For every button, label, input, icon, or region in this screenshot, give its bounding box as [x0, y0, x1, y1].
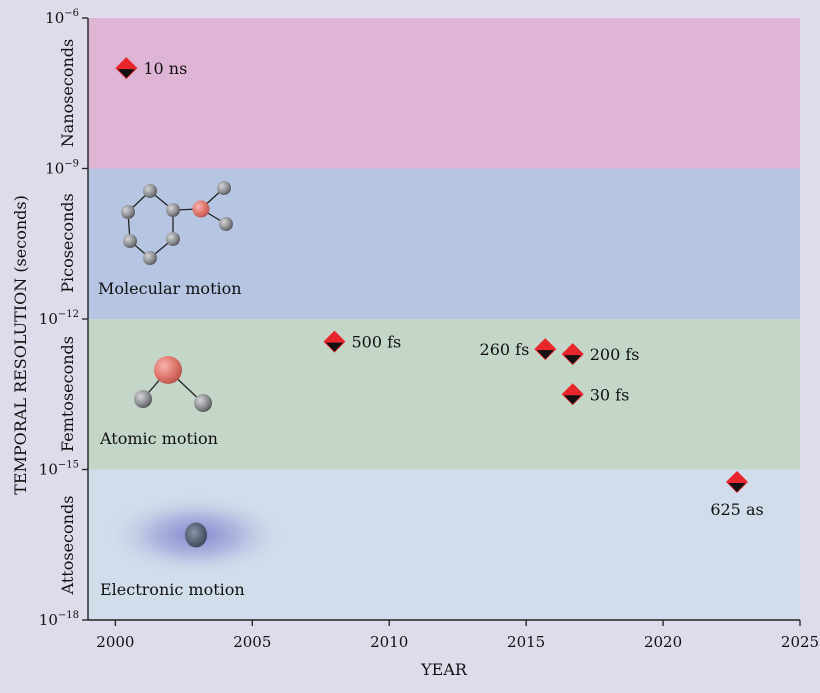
- molecule-atom: [166, 232, 180, 246]
- band-femtoseconds: [88, 319, 800, 470]
- molecule-illustration: [121, 181, 233, 265]
- band-name-nanoseconds: Nanoseconds: [58, 39, 77, 148]
- molecule-atom: [219, 217, 233, 231]
- molecule-atom: [123, 234, 137, 248]
- marker-diamond: [726, 471, 749, 494]
- data-label: 625 as: [710, 500, 763, 519]
- atom-red-center: [154, 356, 182, 384]
- y-tick-label: 10−12: [39, 309, 79, 328]
- atom-grey-right: [194, 394, 212, 412]
- y-tick-label: 10−18: [39, 610, 79, 629]
- data-point: 500 fs: [323, 330, 401, 353]
- marker-diamond-shadow: [728, 483, 746, 493]
- band-nanoseconds: [88, 18, 800, 169]
- x-tick-label: 2015: [507, 633, 545, 651]
- y-tick-label: 10−9: [45, 159, 79, 178]
- marker-diamond: [561, 383, 584, 406]
- y-axis-label: TEMPORAL RESOLUTION (seconds): [11, 195, 30, 495]
- x-tick-label: 2005: [233, 633, 271, 651]
- atom-grey-left: [134, 390, 152, 408]
- marker-diamond-shadow: [564, 395, 582, 405]
- marker-diamond: [323, 330, 346, 353]
- caption-attoseconds: Electronic motion: [100, 580, 245, 599]
- atomic-illustration: [134, 356, 212, 412]
- data-points: 10 ns 500 fs 260 fs 200 fs 30 fs 625 as: [115, 57, 764, 519]
- data-point: 10 ns: [115, 57, 187, 80]
- band-name-attoseconds: Attoseconds: [58, 496, 77, 596]
- marker-diamond: [115, 57, 138, 80]
- band-name-picoseconds: Picoseconds: [58, 193, 77, 293]
- marker-diamond-shadow: [325, 342, 344, 352]
- band-name-femtoseconds: Femtoseconds: [58, 336, 77, 452]
- band-picoseconds: [88, 168, 800, 319]
- x-tick-label: 2010: [370, 633, 408, 651]
- marker-diamond-shadow: [117, 69, 135, 79]
- electron-cloud-illustration: [104, 493, 288, 577]
- band-captions: Molecular motion Atomic motion Electroni…: [98, 279, 245, 599]
- marker-diamond-shadow: [564, 355, 582, 365]
- data-point: 260 fs: [480, 338, 557, 361]
- data-label: 260 fs: [480, 340, 530, 359]
- molecule-atom: [143, 251, 157, 265]
- x-tick-label: 2020: [644, 633, 682, 651]
- resolution-bands: [88, 18, 800, 620]
- data-label: 200 fs: [590, 345, 640, 364]
- molecule-atom: [121, 205, 135, 219]
- data-point: 200 fs: [561, 343, 640, 366]
- y-axis-ticks: 10−6 10−9 10−12 10−15 10−18: [39, 8, 88, 629]
- molecule-atom: [166, 203, 180, 217]
- x-axis-label: YEAR: [420, 660, 468, 679]
- molecule-atom: [143, 184, 157, 198]
- x-tick-label: 2000: [96, 633, 134, 651]
- caption-picoseconds: Molecular motion: [98, 279, 242, 298]
- molecule-atom: [217, 181, 231, 195]
- molecule-atom-red: [192, 200, 210, 218]
- caption-femtoseconds: Atomic motion: [99, 429, 218, 448]
- y-tick-label: 10−6: [45, 8, 79, 27]
- x-axis-ticks: 2000 2005 2010 2015 2020 2025: [96, 620, 819, 651]
- y-tick-label: 10−15: [39, 460, 79, 479]
- data-label: 30 fs: [590, 385, 630, 404]
- x-tick-label: 2025: [781, 633, 819, 651]
- marker-diamond-shadow: [536, 350, 554, 360]
- data-label: 500 fs: [351, 333, 401, 352]
- data-point: 625 as: [710, 471, 764, 519]
- marker-diamond: [534, 338, 557, 361]
- marker-diamond: [561, 343, 584, 366]
- electron-core: [185, 522, 207, 548]
- data-point: 30 fs: [561, 383, 630, 406]
- band-names: Nanoseconds Picoseconds Femtoseconds Att…: [58, 39, 77, 596]
- data-label: 10 ns: [143, 59, 187, 78]
